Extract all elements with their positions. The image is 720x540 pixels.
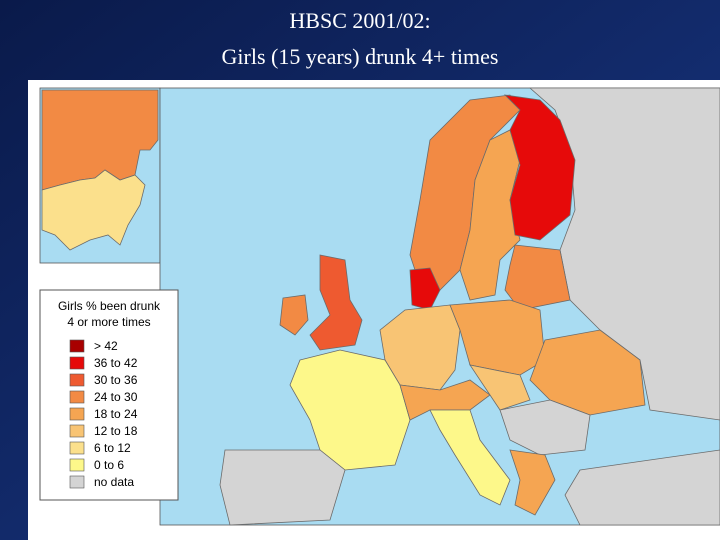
title-line: Girls (15 years) drunk 4+ times: [222, 44, 499, 69]
legend-swatch: [69, 475, 85, 489]
legend-label: 30 to 36: [94, 373, 138, 387]
legend-swatch: [69, 407, 85, 421]
legend: Girls % been drunk 4 or more times > 42 3…: [39, 289, 179, 501]
inset-map: [39, 87, 161, 264]
legend-swatch: [69, 458, 85, 472]
legend-swatch: [69, 373, 85, 387]
legend-label: 6 to 12: [94, 441, 131, 455]
legend-swatch: [69, 356, 85, 370]
legend-swatch: [69, 339, 85, 353]
legend-swatch: [69, 390, 85, 404]
legend-label: 0 to 6: [94, 458, 124, 472]
legend-title: Girls % been drunk: [58, 299, 161, 313]
legend-label: 36 to 42: [94, 356, 138, 370]
legend-label: 24 to 30: [94, 390, 138, 404]
legend-title: 4 or more times: [67, 315, 150, 329]
legend-box: [39, 289, 179, 501]
legend-label: > 42: [94, 339, 118, 353]
legend-label: 18 to 24: [94, 407, 138, 421]
legend-swatch: [69, 441, 85, 455]
legend-label: 12 to 18: [94, 424, 138, 438]
europe-map: [159, 87, 720, 526]
legend-label: no data: [94, 475, 134, 489]
legend-swatch: [69, 424, 85, 438]
title-line: HBSC 2001/02:: [289, 8, 430, 33]
